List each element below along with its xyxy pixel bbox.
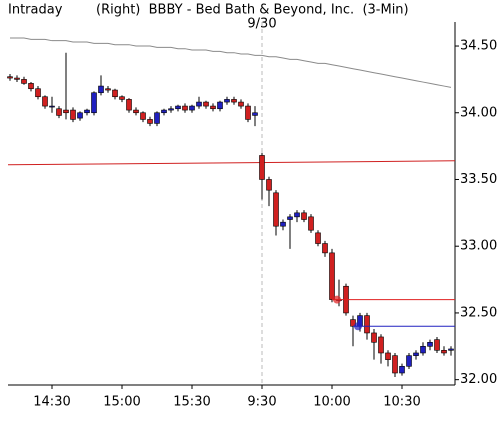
candle-body	[21, 79, 27, 84]
candle-body	[378, 336, 384, 354]
candle-body	[364, 315, 370, 334]
candle-body	[252, 112, 258, 116]
candle-body	[385, 352, 391, 360]
candle-body	[322, 243, 328, 254]
candle-body	[161, 109, 167, 114]
y-tick-label: 32.00	[460, 372, 497, 387]
candle-body	[77, 112, 83, 119]
y-tick-label: 32.50	[460, 305, 497, 320]
candle-body	[84, 109, 90, 114]
chart-subtitle: (Right) BBBY - Bed Bath & Beyond, Inc. (…	[96, 3, 409, 18]
y-tick-label: 34.00	[460, 105, 497, 120]
candle-body	[329, 252, 335, 300]
date-label: 9/30	[247, 17, 276, 32]
candle-body	[147, 119, 153, 124]
y-tick-label: 34.50	[460, 39, 497, 54]
candle-body	[273, 192, 279, 227]
candle-body	[203, 101, 209, 107]
candle-body	[259, 155, 265, 180]
candle-body	[105, 88, 111, 91]
candle-body	[63, 109, 69, 114]
candle-body	[308, 216, 314, 231]
x-tick-label: 15:00	[103, 395, 140, 410]
candle-body	[70, 109, 76, 120]
x-tick-label: 9:30	[247, 395, 276, 410]
candle-body	[315, 232, 321, 244]
candle-body	[154, 112, 160, 124]
x-tick-label: 10:30	[383, 395, 420, 410]
candle-body	[7, 76, 13, 79]
moving-average	[10, 37, 452, 88]
candle-body	[168, 108, 174, 111]
level-marker	[354, 322, 362, 331]
level-marker	[333, 295, 341, 304]
candle-body	[112, 89, 118, 98]
candle-body	[266, 179, 272, 191]
candle-body	[406, 355, 412, 367]
candle-body	[448, 348, 454, 351]
candle-body	[189, 105, 195, 111]
candle-body	[427, 341, 433, 347]
reference-line	[7, 160, 456, 166]
candle-body	[392, 355, 398, 374]
candle-body	[217, 101, 223, 110]
candle-body	[28, 83, 34, 90]
candle-body	[91, 92, 97, 114]
candle-body	[42, 96, 48, 107]
chart-title: Intraday	[8, 3, 63, 18]
candle-body	[133, 109, 139, 114]
candle-body	[231, 99, 237, 103]
candle-body	[98, 85, 104, 94]
candle-body	[371, 332, 377, 343]
x-tick-label: 10:00	[313, 395, 350, 410]
candle-body	[245, 105, 251, 120]
candle-body	[175, 105, 181, 110]
candle-body	[196, 101, 202, 107]
x-tick-label: 15:30	[173, 395, 210, 410]
candle-body	[126, 99, 132, 111]
y-tick-label: 33.50	[460, 172, 497, 187]
y-tick-label: 33.00	[460, 239, 497, 254]
candle-body	[210, 105, 216, 110]
candle-body	[224, 99, 230, 103]
candle-body	[280, 221, 286, 227]
candle-body	[140, 112, 146, 120]
candle-body	[301, 212, 307, 220]
candle-body	[49, 105, 55, 108]
candle-body	[14, 77, 20, 80]
x-tick-label: 14:30	[33, 395, 70, 410]
candle-body	[413, 352, 419, 356]
candle-body	[399, 366, 405, 374]
candle-body	[441, 350, 447, 354]
candle-body	[420, 345, 426, 354]
candle-body	[182, 105, 188, 111]
candle-body	[35, 88, 41, 98]
candle-body	[56, 108, 62, 116]
candle-body	[238, 101, 244, 107]
candle-body	[434, 339, 440, 351]
candle-body	[287, 216, 293, 220]
candle-body	[119, 96, 125, 100]
candle-body	[294, 212, 300, 218]
